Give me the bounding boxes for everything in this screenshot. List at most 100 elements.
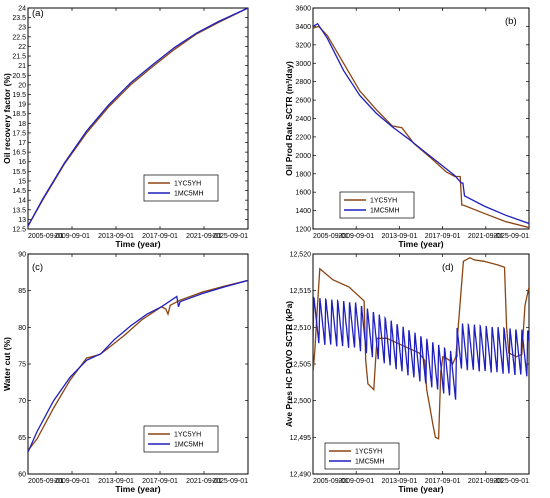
y-tick-label: 19 xyxy=(18,102,26,109)
x-tick-label: 2009-09-01 xyxy=(338,478,374,485)
panel-a: 12.5 13 13.5 14 14.5 15 15.5 16 16.5 17 17.5 18 18.5… xyxy=(2,6,249,249)
y-tick-label: 3600 xyxy=(295,6,311,13)
y-axis-label: Oil recovery factor (%) xyxy=(2,73,12,164)
panel-d: 12,490 12,495 12,500 12,505 12,510 12,515 12,5… xyxy=(284,252,530,494)
legend-label: 1YC5YH xyxy=(174,432,201,439)
x-tick-label: 2013-09-01 xyxy=(98,478,134,485)
legend-box xyxy=(143,425,219,453)
y-tick-label: 12,520 xyxy=(290,252,312,259)
x-tick-label: 2017-09-01 xyxy=(142,233,178,240)
legend-box xyxy=(339,191,415,219)
panel-label: (a) xyxy=(32,8,44,19)
y-tick-label: 70 xyxy=(18,398,26,405)
y-axis-label: Ave Pres HC POVO SCTR (kPa) xyxy=(284,301,294,427)
x-tick-label: 2009-09-01 xyxy=(338,233,374,240)
y-tick-label: 21 xyxy=(18,63,26,70)
y-axis-label: Oil Prod Rate SCTR (m³/day) xyxy=(284,61,294,176)
y-tick-label: 12,515 xyxy=(290,288,312,295)
y-tick-label: 21.5 xyxy=(12,54,26,61)
x-tick-label: 2025-09-01 xyxy=(493,233,529,240)
y-tick-label: 20 xyxy=(18,82,26,89)
x-tick-label: 2005-09-01 xyxy=(28,233,64,240)
y-tick-label: 1800 xyxy=(295,171,311,178)
x-tick-label: 2021-09-01 xyxy=(468,478,504,485)
x-tick-label: 2005-09-01 xyxy=(28,478,64,485)
y-tick-label: 22.5 xyxy=(12,34,26,41)
y-tick-label: 2800 xyxy=(295,79,311,86)
x-tick-label: 2005-09-01 xyxy=(313,478,349,485)
legend: 1YC5YH 1MC5MH xyxy=(324,442,400,470)
panel-label: (b) xyxy=(505,16,517,27)
series-line-1mc5mh xyxy=(313,22,529,225)
x-tick-label: 2005-09-01 xyxy=(313,233,349,240)
legend: 1YC5YH 1MC5MH xyxy=(143,174,219,202)
y-tick-label: 2200 xyxy=(295,134,311,141)
x-tick-label: 2021-09-01 xyxy=(468,233,504,240)
y-tick-label: 75 xyxy=(18,362,26,369)
y-tick-label: 15.5 xyxy=(12,169,26,176)
y-tick-label: 2000 xyxy=(295,153,311,160)
y-tick-label: 90 xyxy=(18,252,26,259)
x-tick-label: 2013-09-01 xyxy=(381,478,417,485)
y-tick-label: 24 xyxy=(18,6,26,13)
y-tick-label: 60 xyxy=(18,472,26,479)
legend-label: 1YC5YH xyxy=(370,198,397,205)
x-tick-label: 2017-09-01 xyxy=(425,233,461,240)
y-tick-label: 1600 xyxy=(295,190,311,197)
y-tick-label: 3400 xyxy=(295,24,311,31)
x-axis-label: Time (year) xyxy=(398,484,443,494)
y-tick-label: 85 xyxy=(18,288,26,295)
x-tick-label: 2017-09-01 xyxy=(425,478,461,485)
y-tick-label: 22 xyxy=(18,44,26,51)
panel-b: 1200 1400 1600 1800 2000 2200 2400 2600 2800 3000… xyxy=(284,6,530,249)
legend-box xyxy=(143,174,219,202)
y-tick-label: 80 xyxy=(18,325,26,332)
plot-frame xyxy=(27,7,249,230)
y-axis-label: Water cut (%) xyxy=(2,337,12,391)
y-tick-label: 18 xyxy=(18,121,26,128)
y-tick-label: 14 xyxy=(18,198,26,205)
x-tick-label: 2017-09-01 xyxy=(142,478,178,485)
x-axis-label: Time (year) xyxy=(115,484,160,494)
y-tick-label: 13.5 xyxy=(12,207,26,214)
y-tick-label: 13 xyxy=(18,217,26,224)
y-tick-label: 23 xyxy=(18,25,26,32)
y-tick-label: 12,500 xyxy=(290,398,312,405)
y-tick-label: 18.5 xyxy=(12,111,26,118)
y-tick-label: 12.5 xyxy=(12,227,26,234)
legend-label: 1YC5YH xyxy=(355,449,382,456)
y-tick-label: 19.5 xyxy=(12,92,26,99)
series-line-1yc5yh xyxy=(313,256,529,440)
x-tick-label: 2013-09-01 xyxy=(381,233,417,240)
x-tick-label: 2025-09-01 xyxy=(212,233,248,240)
series-line-1yc5yh xyxy=(28,279,248,451)
x-tick-label: 2013-09-01 xyxy=(98,233,134,240)
legend-label: 1MC5MH xyxy=(370,208,400,215)
y-tick-label: 12,505 xyxy=(290,362,312,369)
x-tick-label: 2009-09-01 xyxy=(54,233,90,240)
y-tick-label: 15 xyxy=(18,178,26,185)
y-tick-label: 16 xyxy=(18,159,26,166)
legend-label: 1MC5MH xyxy=(355,459,385,466)
y-tick-label: 1200 xyxy=(295,227,311,234)
y-tick-label: 17 xyxy=(18,140,26,147)
y-tick-label: 3000 xyxy=(295,61,311,68)
x-tick-label: 2009-09-01 xyxy=(54,478,90,485)
legend-label: 1YC5YH xyxy=(174,181,201,188)
x-tick-label: 2021-09-01 xyxy=(186,233,222,240)
legend-label: 1MC5MH xyxy=(174,191,204,198)
series-line-1mc5mh xyxy=(28,8,248,227)
panel-label: (d) xyxy=(442,262,454,273)
y-tick-label: 2400 xyxy=(295,116,311,123)
y-tick-label: 12,490 xyxy=(290,472,312,479)
y-tick-label: 3200 xyxy=(295,42,311,49)
y-tick-label: 1400 xyxy=(295,208,311,215)
y-tick-label: 14.5 xyxy=(12,188,26,195)
y-tick-label: 17.5 xyxy=(12,130,26,137)
y-tick-label: 65 xyxy=(18,435,26,442)
y-tick-label: 23.5 xyxy=(12,15,26,22)
y-tick-label: 16.5 xyxy=(12,150,26,157)
x-axis-label: Time (year) xyxy=(398,239,443,249)
y-tick-label: 12,510 xyxy=(290,325,312,332)
